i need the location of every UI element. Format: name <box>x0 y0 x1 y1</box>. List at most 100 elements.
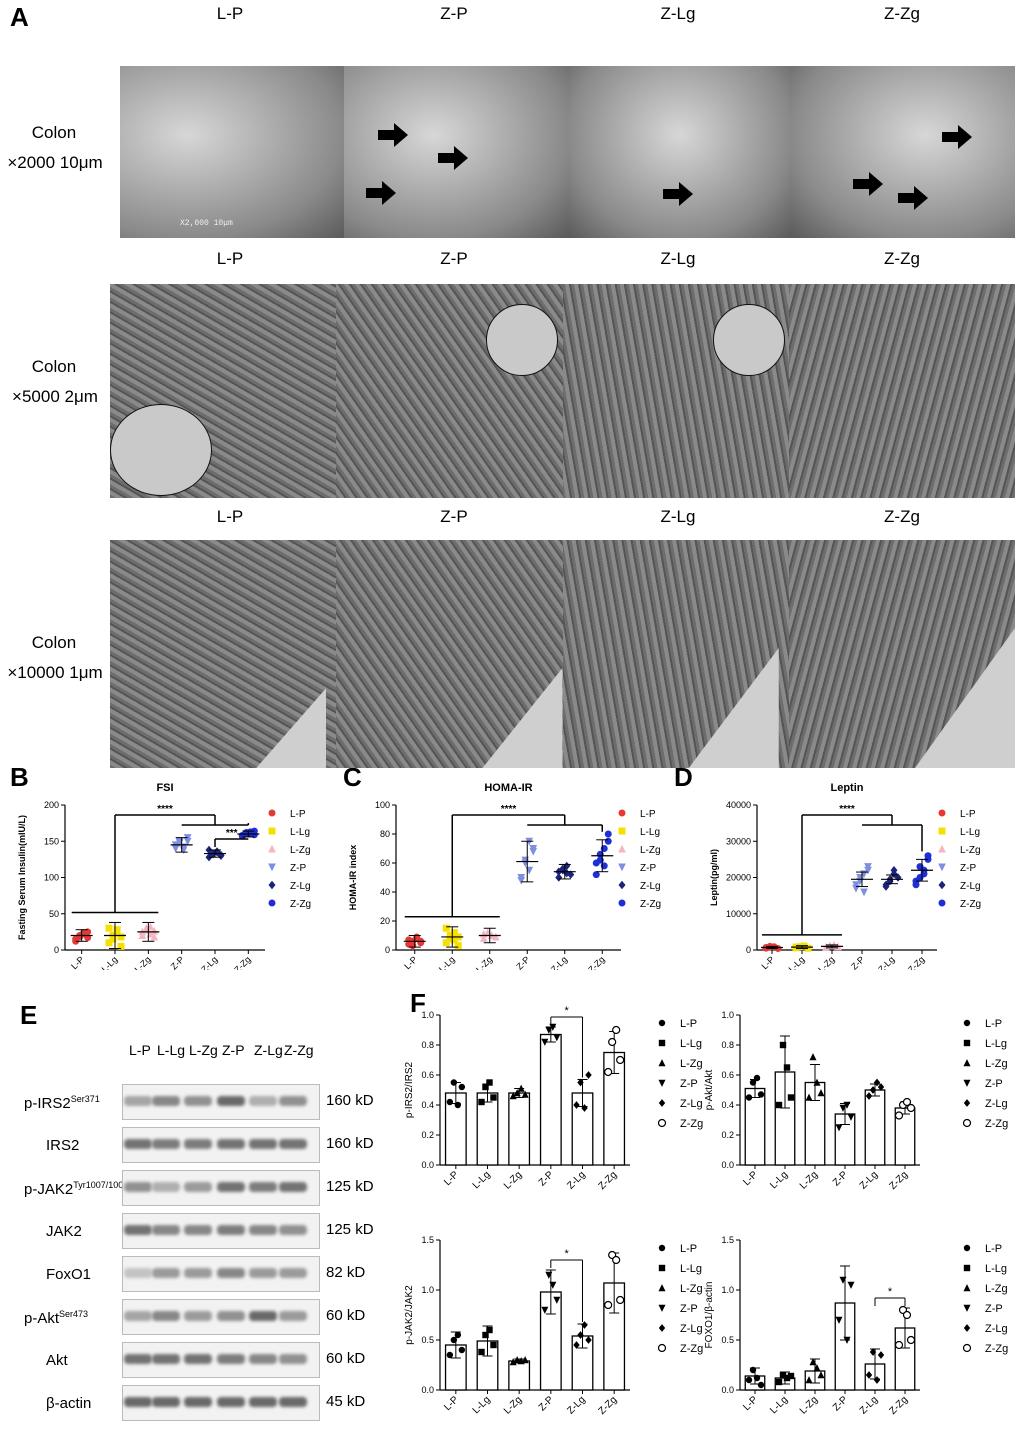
y-tick-label: 0.4 <box>421 1100 434 1110</box>
wb-band <box>124 1354 152 1364</box>
legend-label: Z-Zg <box>290 899 311 910</box>
data-point <box>783 1064 791 1071</box>
wb-blot-strip <box>122 1170 320 1206</box>
legend-marker <box>268 863 276 872</box>
data-point <box>787 1372 795 1380</box>
wb-protein-name: JAK2 <box>46 1223 82 1240</box>
arrow-marker <box>378 123 408 147</box>
wb-protein-name: IRS2 <box>46 1137 80 1154</box>
legend-marker <box>658 1079 666 1087</box>
em-lumen <box>688 648 779 768</box>
y-axis-label: p-IRS2/IRS2 <box>404 1061 415 1118</box>
y-tick-label: 0.4 <box>721 1100 734 1110</box>
data-point <box>517 1084 525 1092</box>
legend-marker <box>938 844 946 853</box>
data-point <box>745 1376 753 1384</box>
wb-kd-label: 60 kD <box>326 1350 366 1367</box>
x-tick-label: L-P <box>741 1394 760 1413</box>
wb-protein-name: FoxO1 <box>46 1266 92 1283</box>
data-point <box>775 1378 783 1386</box>
em-micrograph <box>562 540 789 768</box>
wb-band <box>217 1397 245 1407</box>
arrow-shape <box>898 186 928 210</box>
data-point <box>450 936 458 944</box>
data-point <box>906 1103 916 1113</box>
legend-label: Z-Lg <box>680 1098 703 1110</box>
data-point <box>105 924 113 932</box>
legend-label: L-P <box>680 1018 697 1030</box>
x-tick-label: Z-P <box>831 1169 850 1188</box>
wb-row-label: p-AktSer473 <box>24 1309 154 1327</box>
wb-blot-strip <box>122 1084 320 1120</box>
wb-kd-label: 160 kD <box>326 1092 374 1109</box>
legend-marker <box>658 1244 666 1252</box>
data-point <box>525 866 534 875</box>
wb-band <box>217 1096 245 1106</box>
legend-marker <box>268 880 276 890</box>
em-bc-circle <box>712 304 785 376</box>
data-point <box>779 1371 787 1379</box>
legend-marker <box>963 1099 971 1107</box>
data-point <box>105 939 113 947</box>
y-tick-label: 1.5 <box>721 1235 734 1245</box>
data-point <box>486 1079 493 1086</box>
arrow-shape <box>942 125 972 149</box>
wb-band <box>249 1139 277 1149</box>
legend-label: Z-Lg <box>680 1323 703 1335</box>
data-point <box>517 876 526 885</box>
x-tick-label: Z-P <box>169 954 186 970</box>
data-point <box>454 942 462 950</box>
data-point <box>592 859 600 867</box>
y-tick-label: 10000 <box>726 909 751 919</box>
wb-band <box>217 1268 245 1278</box>
data-point <box>809 1053 817 1061</box>
wb-band <box>279 1096 307 1106</box>
legend-marker <box>938 809 946 817</box>
legend-label: Z-P <box>985 1303 1003 1315</box>
data-point <box>753 1074 761 1082</box>
em-group-label: L-P <box>216 249 244 268</box>
data-point <box>847 1281 855 1289</box>
em-group-label: Z-Lg <box>660 507 696 526</box>
arrow-marker <box>942 125 972 149</box>
y-tick-label: 0.6 <box>421 1070 434 1080</box>
em-micrograph <box>110 540 337 768</box>
data-point <box>604 837 612 845</box>
x-tick-label: L-Lg <box>100 954 120 970</box>
legend-marker <box>963 1324 971 1332</box>
wb-blot-strip <box>122 1213 320 1249</box>
y-tick-label: 200 <box>44 800 59 810</box>
x-tick-label: L-Lg <box>768 1394 790 1416</box>
data-point <box>882 882 890 891</box>
y-tick-label: 1.0 <box>421 1010 434 1020</box>
legend-label: L-Zg <box>640 845 661 856</box>
legend-marker <box>963 1039 971 1047</box>
wb-kd-label: 125 kD <box>326 1178 374 1195</box>
wb-band <box>184 1397 212 1407</box>
legend-label: L-Zg <box>985 1058 1008 1070</box>
legend-marker <box>268 809 276 817</box>
em-group-label: Z-Zg <box>884 4 920 23</box>
em-row-label: Colon <box>31 633 77 652</box>
data-point <box>442 939 450 947</box>
em-group-label: Z-P <box>440 249 468 268</box>
data-point <box>450 1079 458 1086</box>
data-point <box>813 1078 821 1086</box>
legend-marker <box>268 899 276 907</box>
legend-label: Z-Lg <box>290 881 311 892</box>
y-tick-label: 0 <box>54 945 59 955</box>
wb-row-label: JAK2 <box>46 1223 126 1240</box>
em-row-magnification: ×2000 10μm <box>7 153 103 172</box>
data-point <box>509 1358 517 1366</box>
x-tick-label: L-Lg <box>471 1394 493 1416</box>
em-micrograph <box>788 540 1015 768</box>
y-tick-label: 20000 <box>726 873 751 883</box>
y-tick-label: 80 <box>380 829 390 839</box>
data-point <box>545 1271 553 1279</box>
legend-marker <box>618 863 626 872</box>
wb-band <box>152 1139 180 1149</box>
x-tick-label: L-P <box>69 954 86 970</box>
wb-lane-label: Z-P <box>222 1042 245 1058</box>
data-point <box>924 852 932 860</box>
em-row-label: Colon <box>31 357 77 376</box>
